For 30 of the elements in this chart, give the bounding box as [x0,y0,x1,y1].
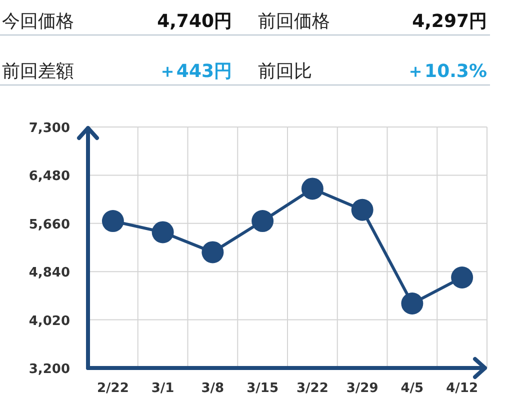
text: ＋10.3% [406,61,487,82]
text: ＋443円 [158,61,232,82]
x-tick-label: 3/22 [296,381,328,396]
y-tick-label: 7,300 [28,121,70,136]
y-tick-label: 5,660 [28,217,70,232]
x-tick-label: 3/8 [201,381,224,396]
point [102,210,124,232]
text: 4,297円 [412,11,487,32]
text: 前回価格 [258,11,330,32]
y-tick-label: 4,020 [28,314,70,329]
x-tick-label: 3/15 [246,381,279,396]
y-tick-label: 3,200 [28,362,70,377]
text: 4,740円 [157,11,232,32]
point [301,178,324,200]
x-tick-label: 4/12 [446,381,478,396]
y-tick-label: 4,840 [28,266,70,281]
x-tick-label: 3/1 [151,381,174,396]
point [451,266,474,288]
x-tick-label: 3/29 [346,381,378,396]
text: 前回差額 [2,61,74,82]
text: 今回価格 [2,11,74,32]
text: 前回比 [258,61,312,82]
point [202,241,224,264]
point [252,210,274,232]
x-tick-label: 4/5 [400,381,424,396]
point [351,198,374,221]
point [401,292,424,315]
point [152,221,174,244]
x-tick-label: 2/22 [96,381,129,396]
y-tick-label: 6,480 [28,169,70,184]
